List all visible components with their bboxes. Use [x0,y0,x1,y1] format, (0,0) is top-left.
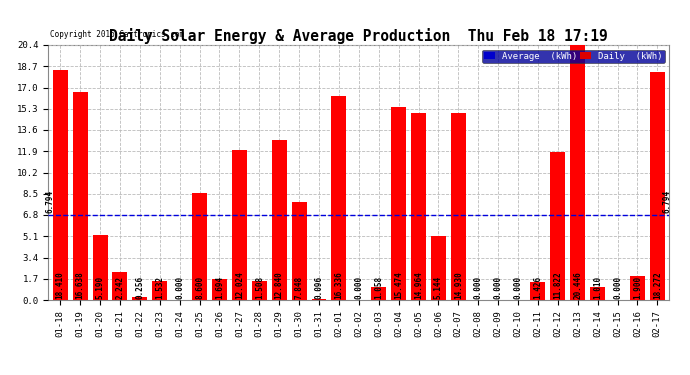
Bar [192,192,207,300]
Text: Copyright 2016 Cartronics.com: Copyright 2016 Cartronics.com [50,30,184,39]
Text: 16.638: 16.638 [76,272,85,299]
Bar [52,70,68,300]
Bar [92,235,108,300]
Bar [371,287,386,300]
Bar [650,72,665,300]
Bar [630,276,645,300]
Bar [72,92,88,300]
Text: 2.242: 2.242 [115,276,124,299]
Text: 16.336: 16.336 [335,272,344,299]
Text: 11.822: 11.822 [553,272,562,299]
Text: 1.532: 1.532 [155,276,164,299]
Text: 0.000: 0.000 [513,276,522,299]
Title: Daily Solar Energy & Average Production  Thu Feb 18 17:19: Daily Solar Energy & Average Production … [110,28,608,44]
Text: 6.794: 6.794 [663,190,672,213]
Text: 0.256: 0.256 [135,276,144,299]
Text: 12.024: 12.024 [235,272,244,299]
Text: 1.010: 1.010 [593,276,602,299]
Bar [570,44,585,300]
Bar [132,297,148,300]
Text: 18.410: 18.410 [56,272,65,299]
Text: 0.000: 0.000 [175,276,184,299]
Text: 0.096: 0.096 [315,276,324,299]
Bar [152,281,167,300]
Text: 0.000: 0.000 [613,276,622,299]
Text: 1.694: 1.694 [215,276,224,299]
Bar [451,113,466,300]
Text: 1.900: 1.900 [633,276,642,299]
Text: 0.000: 0.000 [474,276,483,299]
Legend: Average  (kWh), Daily  (kWh): Average (kWh), Daily (kWh) [482,50,664,63]
Text: 5.190: 5.190 [95,276,105,299]
Text: 1.426: 1.426 [533,276,542,299]
Text: 14.964: 14.964 [414,272,423,299]
Bar [252,281,267,300]
Text: 5.144: 5.144 [434,276,443,299]
Bar [531,282,545,300]
Bar [431,236,446,300]
Text: 1.508: 1.508 [255,276,264,299]
Text: 12.840: 12.840 [275,272,284,299]
Bar [272,140,286,300]
Text: 18.272: 18.272 [653,272,662,299]
Bar [212,279,227,300]
Bar [292,202,306,300]
Bar [311,299,326,300]
Bar [391,106,406,300]
Text: 15.474: 15.474 [394,272,403,299]
Text: 20.446: 20.446 [573,272,582,299]
Text: 0.000: 0.000 [354,276,364,299]
Bar [551,152,565,300]
Bar [232,150,247,300]
Text: 7.848: 7.848 [295,276,304,299]
Text: 8.600: 8.600 [195,276,204,299]
Text: 14.930: 14.930 [454,272,463,299]
Bar [590,287,605,300]
Text: 6.794: 6.794 [46,190,55,213]
Text: 1.058: 1.058 [374,276,383,299]
Text: 0.000: 0.000 [493,276,502,299]
Bar [331,96,346,300]
Bar [411,113,426,300]
Bar [112,272,128,300]
